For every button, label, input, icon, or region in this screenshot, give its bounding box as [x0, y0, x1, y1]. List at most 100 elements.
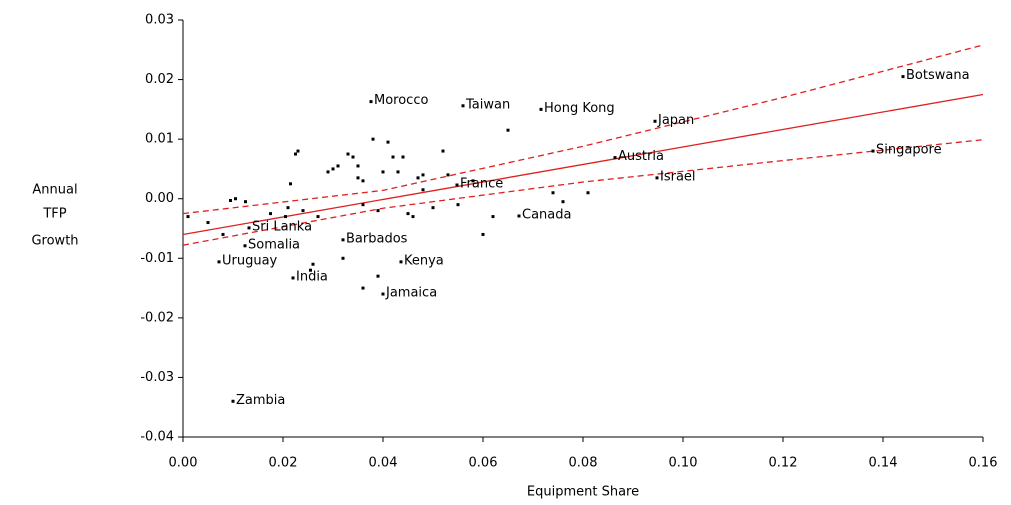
y-tick-label: -0.01 — [140, 251, 174, 266]
y-tick-label: 0.01 — [145, 132, 174, 147]
confidence-band — [182, 139, 984, 246]
point — [421, 188, 425, 192]
point — [471, 179, 475, 183]
confidence-band — [182, 44, 984, 215]
point-label: Sri Lanka — [252, 219, 312, 234]
point-label: Kenya — [404, 253, 444, 268]
point — [653, 119, 657, 123]
point — [446, 173, 450, 177]
point — [326, 170, 330, 174]
x-tick-label: 0.14 — [869, 456, 898, 471]
y-axis-label: Annual — [32, 183, 77, 198]
point-label: Hong Kong — [544, 101, 615, 116]
x-tick-label: 0.06 — [469, 456, 498, 471]
point — [376, 274, 380, 278]
point — [309, 268, 312, 272]
point — [234, 197, 237, 201]
point — [351, 155, 355, 159]
point — [461, 104, 465, 108]
point — [221, 232, 225, 236]
point — [871, 149, 875, 153]
point-label: Taiwan — [465, 97, 510, 112]
point — [231, 399, 235, 403]
point — [901, 75, 905, 79]
x-tick-label: 0.12 — [769, 456, 798, 471]
point — [291, 276, 295, 280]
y-tick-label: -0.02 — [140, 310, 174, 325]
y-tick-label: 0.03 — [145, 13, 174, 28]
point — [506, 128, 510, 132]
point — [301, 209, 305, 213]
point — [406, 212, 410, 216]
y-axis-label: Growth — [31, 234, 78, 249]
point — [586, 191, 590, 195]
point-label: Jamaica — [385, 286, 437, 301]
point-label: Japan — [657, 113, 694, 128]
x-tick-label: 0.02 — [269, 456, 298, 471]
point — [243, 244, 247, 248]
point — [296, 149, 300, 153]
point — [346, 152, 350, 156]
point — [229, 199, 232, 203]
point — [361, 179, 365, 183]
point — [371, 137, 375, 141]
y-axis-label: TFP — [42, 207, 66, 222]
x-tick-label: 0.08 — [569, 456, 598, 471]
point — [421, 173, 425, 177]
point — [401, 155, 405, 159]
fit-line — [182, 93, 984, 236]
point — [386, 140, 390, 144]
point — [539, 107, 543, 111]
point — [381, 170, 385, 174]
point — [247, 226, 251, 230]
point-label: Somalia — [248, 237, 300, 252]
point — [336, 164, 340, 168]
point — [244, 200, 247, 204]
point-label: Austria — [618, 149, 664, 164]
x-tick-label: 0.16 — [969, 456, 998, 471]
point-label: Botswana — [906, 68, 970, 83]
point — [311, 262, 315, 266]
point-label: Uruguay — [222, 253, 278, 268]
x-tick-label: 0.10 — [669, 456, 698, 471]
point — [294, 152, 297, 156]
point — [361, 286, 365, 290]
point — [391, 155, 395, 159]
point-label: Morocco — [374, 93, 428, 108]
point — [269, 212, 272, 216]
point — [289, 182, 292, 186]
point — [356, 176, 360, 180]
point — [286, 206, 290, 210]
point — [613, 156, 617, 160]
point-label: Zambia — [236, 393, 285, 408]
point — [206, 221, 210, 225]
point — [356, 164, 360, 168]
point — [481, 232, 485, 236]
point — [561, 200, 565, 204]
point — [455, 183, 459, 187]
point — [491, 215, 495, 219]
point — [411, 215, 415, 219]
y-tick-label: 0.02 — [145, 72, 174, 87]
point — [186, 215, 190, 219]
y-tick-label: -0.03 — [140, 370, 174, 385]
point — [551, 191, 555, 195]
point — [369, 100, 373, 104]
point — [341, 238, 345, 242]
point-label: France — [460, 177, 503, 192]
point — [416, 176, 420, 180]
point — [399, 260, 403, 264]
point-label: Barbados — [346, 231, 408, 246]
point — [381, 292, 385, 296]
point — [396, 170, 400, 174]
point — [517, 214, 521, 218]
point — [217, 260, 221, 264]
point-label: Canada — [522, 207, 571, 222]
point — [284, 215, 287, 219]
y-tick-label: -0.04 — [140, 430, 174, 445]
x-axis-label: Equipment Share — [527, 485, 639, 500]
point — [655, 176, 659, 180]
point-label: Singapore — [876, 143, 942, 158]
point-label: India — [296, 269, 328, 284]
